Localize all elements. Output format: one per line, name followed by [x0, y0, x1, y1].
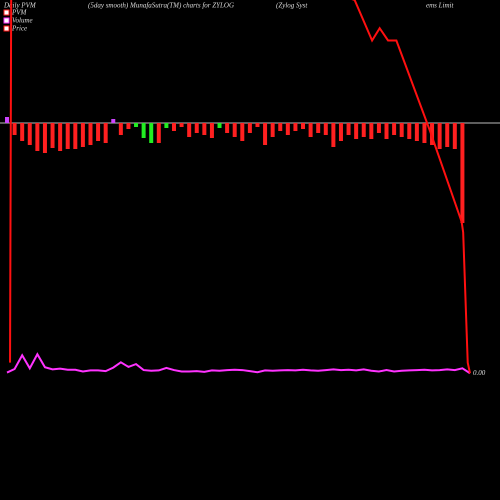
bar [445, 123, 450, 147]
bar [354, 123, 359, 139]
chart-subtitle: (5day smooth) MunafaSutra(TM) charts for… [88, 2, 234, 10]
bar [20, 123, 25, 141]
bar [392, 123, 397, 135]
bar [278, 123, 283, 131]
bar [111, 119, 116, 123]
bar [126, 123, 131, 129]
bar [73, 123, 78, 149]
bar [414, 123, 419, 141]
bar [5, 117, 9, 123]
bar [232, 123, 237, 137]
bar [118, 123, 123, 135]
bar [399, 123, 404, 137]
company-name: ems Limit [426, 2, 454, 10]
bar [134, 123, 139, 127]
bar [202, 123, 207, 135]
bar [308, 123, 313, 137]
bar [285, 123, 290, 135]
legend-swatch [3, 9, 10, 16]
bar [422, 123, 427, 143]
bar [452, 123, 457, 149]
bar [270, 123, 275, 137]
legend-swatch [3, 25, 10, 32]
bar [331, 123, 336, 147]
line-volume [6, 352, 471, 375]
bar [255, 123, 260, 127]
bar [149, 123, 154, 143]
bar [141, 123, 146, 138]
bar [217, 123, 222, 128]
bar [194, 123, 199, 133]
bar [58, 123, 63, 151]
legend-swatch [3, 17, 10, 24]
bar [338, 123, 343, 141]
company-name: (Zylog Syst [276, 2, 308, 10]
bar [346, 123, 351, 135]
bar [361, 123, 366, 137]
bar [407, 123, 412, 139]
bar [437, 123, 442, 149]
bar [384, 123, 389, 139]
bar [460, 123, 465, 223]
bar [187, 123, 192, 137]
bar [263, 123, 268, 145]
line-price [9, 0, 471, 374]
legend-label: PVM [11, 9, 28, 17]
bar [80, 123, 85, 147]
bar [96, 123, 101, 141]
legend-label: Price [11, 25, 27, 33]
bar [323, 123, 328, 135]
bar [27, 123, 32, 145]
plot [0, 0, 500, 375]
bar [171, 123, 176, 131]
bar [247, 123, 252, 133]
chart-title: Daily PVM [3, 2, 37, 10]
bar [179, 123, 184, 127]
bar [12, 123, 17, 135]
bar [225, 123, 230, 133]
bar [156, 123, 161, 143]
legend-label: Volume [12, 17, 33, 25]
bar [164, 123, 169, 128]
bar [65, 123, 70, 149]
bar [42, 123, 47, 153]
bar [376, 123, 381, 133]
bar [103, 123, 108, 143]
bar [88, 123, 93, 145]
bar [240, 123, 245, 141]
bar [209, 123, 214, 138]
bar [293, 123, 298, 131]
bar [50, 123, 55, 148]
bar [316, 123, 321, 133]
bar [301, 123, 306, 129]
bar [35, 123, 40, 151]
price-label: 0.00 [473, 369, 486, 377]
bar [369, 123, 374, 139]
